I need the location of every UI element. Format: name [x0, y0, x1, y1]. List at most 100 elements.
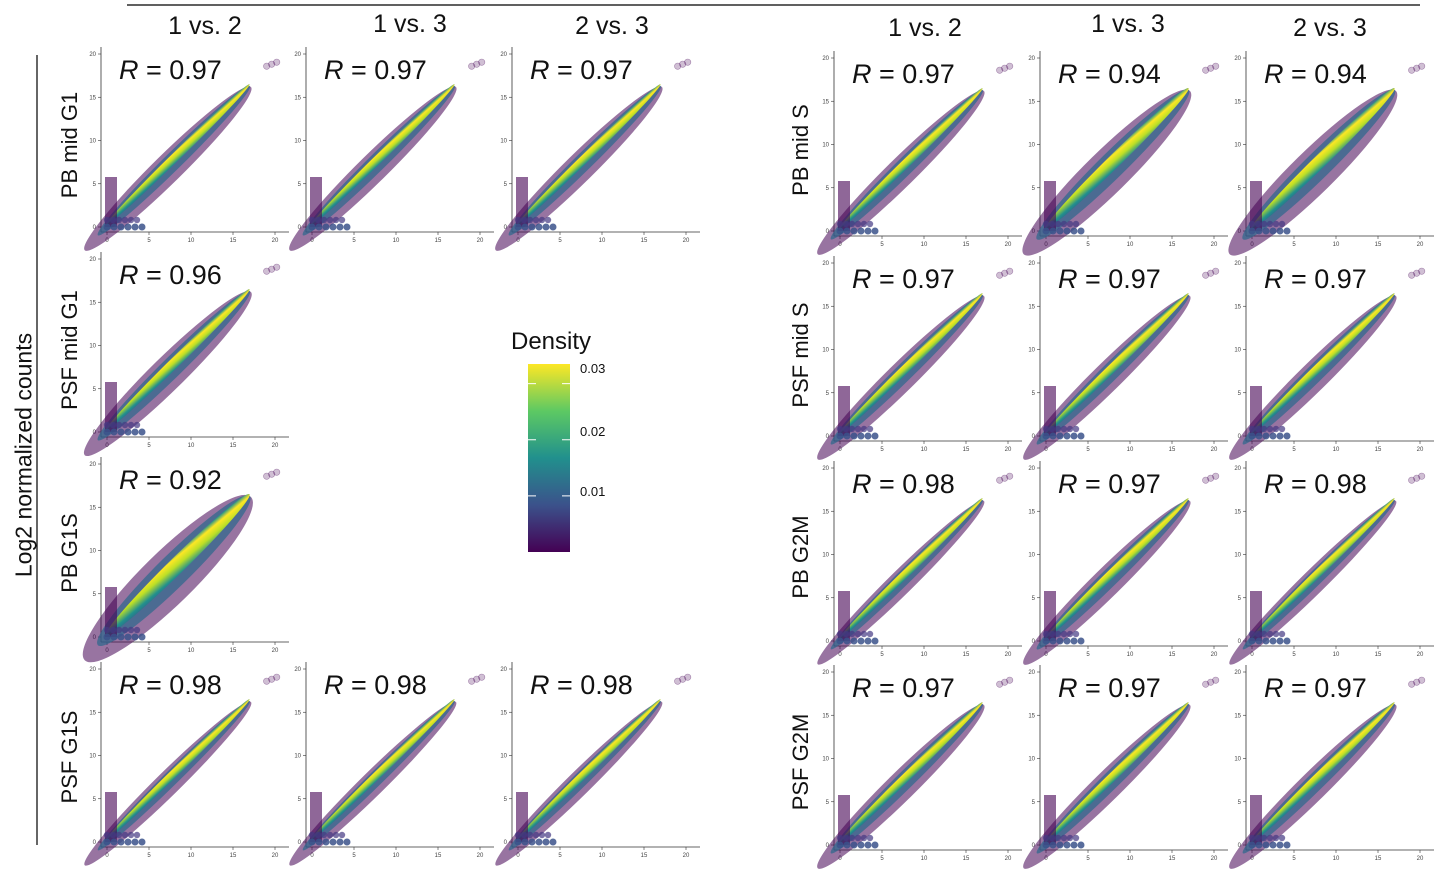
x-tick-label: 10: [1333, 652, 1340, 658]
correlation-label: R = 0.97: [324, 55, 427, 86]
y-tick-label: 5: [1032, 186, 1036, 192]
column-label-left-1vs3: 1 vs. 3: [373, 10, 447, 38]
x-tick-label: 10: [188, 443, 195, 449]
x-tick-label: 5: [1086, 447, 1090, 453]
x-tick-label: 10: [1127, 856, 1134, 862]
y-tick-label: 15: [822, 304, 829, 310]
y-tick-label: 0: [1032, 843, 1036, 849]
y-tick-label: 15: [294, 710, 301, 716]
y-tick-label: 20: [294, 52, 301, 58]
x-tick-label: 10: [1127, 242, 1134, 248]
x-tick-label: 10: [921, 856, 928, 862]
x-tick-label: 20: [477, 853, 484, 859]
y-tick-label: 10: [1234, 348, 1241, 354]
x-tick-label: 20: [272, 648, 279, 654]
correlation-label: R = 0.97: [1058, 673, 1161, 704]
x-tick-label: 5: [147, 443, 151, 449]
x-tick-label: 20: [272, 238, 279, 244]
y-tick-label: 0: [826, 843, 830, 849]
y-tick-label: 10: [1028, 553, 1035, 559]
x-tick-label: 5: [147, 648, 151, 654]
x-tick-label: 0: [310, 238, 314, 244]
y-tick-label: 5: [826, 596, 830, 602]
column-label-left-1vs2: 1 vs. 2: [168, 12, 242, 40]
legend-title: Density: [511, 328, 592, 355]
y-tick-label: 10: [89, 344, 96, 350]
y-axis-label: Log2 normalized counts: [10, 332, 37, 578]
x-tick-label: 15: [230, 443, 237, 449]
legend-tick-marks: [528, 383, 570, 497]
legend-tick-label: 0.02: [580, 424, 606, 439]
correlation-label: R = 0.98: [119, 670, 222, 701]
y-tick-label: 20: [89, 257, 96, 263]
y-tick-label: 5: [1032, 800, 1036, 806]
x-tick-label: 0: [838, 447, 842, 453]
x-tick-label: 15: [230, 238, 237, 244]
y-tick-label: 10: [89, 754, 96, 760]
r-symbol: R: [530, 670, 550, 700]
y-tick-label: 15: [1234, 304, 1241, 310]
density-cloud: [1023, 676, 1220, 869]
density-cloud: [82, 468, 281, 663]
r-symbol: R: [1264, 59, 1284, 89]
density-cloud: [495, 673, 692, 866]
x-tick-label: 0: [838, 652, 842, 658]
r-symbol: R: [324, 670, 344, 700]
x-tick-label: 15: [1169, 652, 1176, 658]
y-tick-label: 0: [826, 434, 830, 440]
x-tick-label: 0: [1044, 652, 1048, 658]
y-tick-label: 15: [1234, 99, 1241, 105]
x-tick-label: 0: [1044, 447, 1048, 453]
y-tick-label: 5: [826, 800, 830, 806]
r-symbol: R: [1264, 673, 1284, 703]
density-cloud: [817, 267, 1014, 460]
x-tick-label: 10: [188, 648, 195, 654]
r-symbol: R: [1058, 673, 1078, 703]
correlation-label: R = 0.97: [1264, 673, 1367, 704]
x-tick-label: 10: [188, 238, 195, 244]
x-tick-label: 20: [1005, 856, 1012, 862]
x-tick-label: 15: [1169, 856, 1176, 862]
y-tick-label: 10: [500, 754, 507, 760]
density-cloud: [1229, 267, 1426, 460]
x-tick-label: 0: [838, 856, 842, 862]
x-tick-label: 5: [558, 853, 562, 859]
y-tick-label: 5: [93, 182, 97, 188]
y-tick-label: 10: [822, 757, 829, 763]
row-label-pb-mid-s: PB mid S: [788, 104, 813, 196]
legend-colorbar: [528, 364, 570, 552]
correlation-label: R = 0.98: [324, 670, 427, 701]
correlation-label: R = 0.97: [852, 673, 955, 704]
x-tick-label: 15: [1169, 447, 1176, 453]
y-tick-label: 20: [89, 462, 96, 468]
x-tick-label: 20: [1211, 447, 1218, 453]
column-label-right-1vs2: 1 vs. 2: [888, 14, 962, 42]
row-label-psf-g1s: PSF G1S: [57, 710, 82, 804]
x-tick-label: 5: [352, 853, 356, 859]
x-tick-label: 20: [1417, 447, 1424, 453]
x-tick-label: 15: [1375, 652, 1382, 658]
r-value: = 0.97: [1077, 673, 1161, 703]
y-tick-label: 15: [89, 300, 96, 306]
r-value: = 0.98: [871, 469, 955, 499]
x-tick-label: 5: [1086, 856, 1090, 862]
y-tick-label: 15: [1234, 713, 1241, 719]
r-symbol: R: [852, 59, 872, 89]
x-tick-label: 0: [1250, 447, 1254, 453]
r-value: = 0.97: [871, 59, 955, 89]
y-tick-label: 5: [504, 182, 508, 188]
x-tick-label: 15: [435, 238, 442, 244]
x-tick-label: 20: [1211, 652, 1218, 658]
column-label-right-1vs3: 1 vs. 3: [1091, 10, 1165, 38]
x-tick-label: 5: [1292, 856, 1296, 862]
correlation-label: R = 0.94: [1264, 59, 1367, 90]
r-value: = 0.94: [1077, 59, 1161, 89]
r-symbol: R: [119, 260, 139, 290]
x-tick-label: 10: [1333, 242, 1340, 248]
correlation-label: R = 0.96: [119, 260, 222, 291]
